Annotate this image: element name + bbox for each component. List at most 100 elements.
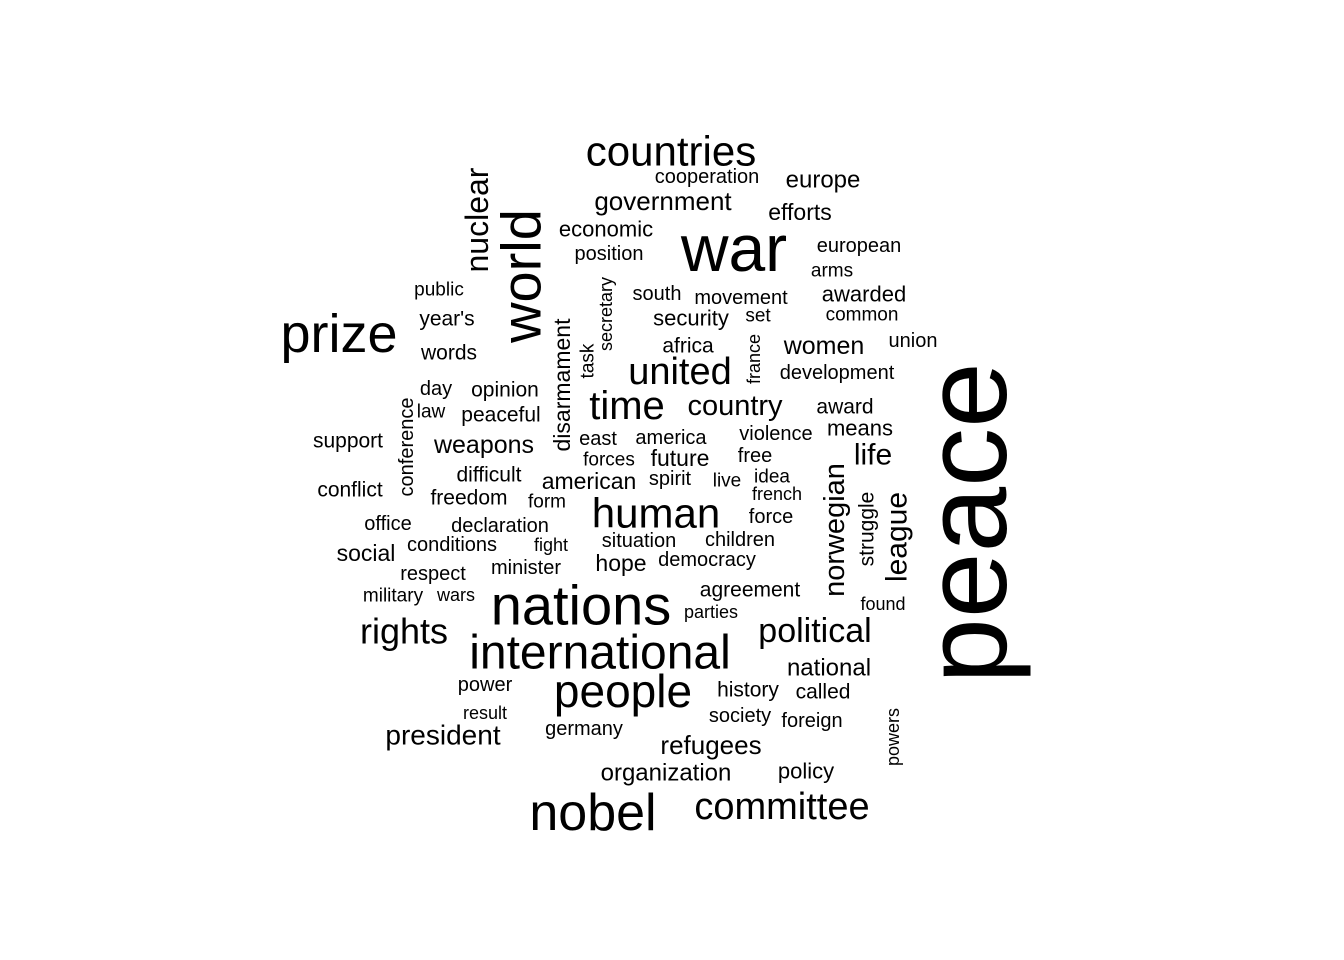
word-found: found [860,594,905,614]
word-day: day [420,378,452,400]
word-american: american [542,468,637,494]
word-economic: economic [559,217,653,242]
word-america: america [635,427,707,449]
word-social: social [337,540,396,566]
word-international: international [469,627,731,680]
word-war: war [680,211,787,285]
word-called: called [796,681,851,704]
word-difficult: difficult [457,464,522,487]
word-hope: hope [595,550,646,576]
word-form: form [528,492,566,513]
word-europe: europe [786,167,861,194]
word-future: future [651,445,710,471]
word-nuclear: nuclear [459,167,495,272]
word-peaceful: peaceful [461,404,540,427]
word-common: common [826,305,899,326]
word-task: task [578,343,599,378]
word-time: time [589,384,665,428]
word-support: support [313,430,383,453]
word-organization: organization [601,760,732,787]
word-struggle: struggle [856,492,879,567]
word-women: women [783,332,865,360]
word-conditions: conditions [407,534,497,556]
word-office: office [364,513,411,535]
word-free: free [738,445,772,467]
word-history: history [717,679,779,702]
word-opinion: opinion [471,379,539,402]
word-policy: policy [778,759,834,784]
word-awarded: awarded [822,282,906,307]
word-arms: arms [811,261,853,282]
word-union: union [889,330,938,352]
word-norwegian: norwegian [819,463,851,597]
word-weapons: weapons [433,431,534,459]
word-germany: germany [545,718,623,740]
word-political: political [758,612,871,650]
word-government: government [594,186,732,216]
word-world: world [490,209,553,344]
word-nobel: nobel [529,784,656,842]
word-society: society [709,705,771,727]
word-children: children [705,529,775,551]
word-national: national [787,655,871,682]
word-secretary: secretary [596,277,616,351]
word-development: development [780,362,895,384]
word-award: award [816,396,873,419]
word-live: live [713,471,742,492]
word-movement: movement [694,287,788,309]
word-military: military [363,586,424,607]
word-power: power [458,674,513,696]
word-parties: parties [684,602,738,622]
word-people: people [554,665,692,717]
word-respect: respect [400,563,466,585]
word-human: human [592,490,720,537]
word-position: position [575,243,644,265]
word-force: force [749,506,793,528]
word-prize: prize [280,304,397,364]
word-united: united [628,351,732,393]
word-wars: wars [436,585,475,605]
word-minister: minister [491,557,561,579]
word-foreign: foreign [781,710,842,732]
word-south: south [633,283,682,305]
word-fight: fight [534,535,568,555]
word-cooperation: cooperation [655,166,760,188]
word-rights: rights [360,611,448,652]
word-powers: powers [883,708,903,766]
word-year-s: year's [419,308,474,331]
word-countries: countries [586,128,756,175]
word-means: means [827,416,893,441]
word-security: security [653,306,729,331]
word-law: law [417,402,446,423]
word-violence: violence [739,423,812,445]
word-league: league [881,492,914,582]
word-declaration: declaration [451,515,549,537]
word-nations: nations [491,574,672,637]
word-africa: africa [662,335,714,358]
word-life: life [854,439,892,472]
word-agreement: agreement [700,579,801,602]
word-situation: situation [602,530,677,552]
word-forces: forces [583,450,635,471]
word-efforts: efforts [768,199,832,225]
word-disarmament: disarmament [549,318,575,452]
word-committee: committee [694,786,869,828]
word-freedom: freedom [430,487,507,510]
word-words: words [420,342,477,365]
word-country: country [687,390,783,422]
word-east: east [579,428,617,450]
word-president: president [385,720,500,751]
word-spirit: spirit [649,468,692,490]
word-conflict: conflict [317,479,383,502]
word-idea: idea [754,467,790,488]
word-french: french [752,484,802,504]
word-conference: conference [396,398,418,497]
word-refugees: refugees [660,730,761,760]
word-set: set [745,306,771,327]
word-peace: peace [900,362,1032,684]
word-european: european [817,235,902,257]
word-public: public [414,280,464,301]
word-democracy: democracy [658,549,756,571]
